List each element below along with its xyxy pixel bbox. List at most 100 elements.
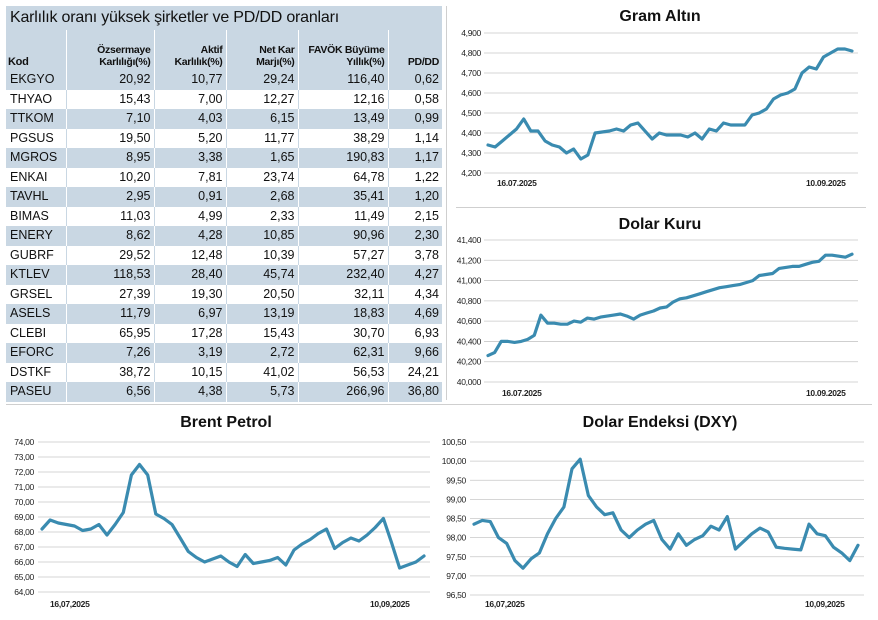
value-cell: 190,83: [297, 148, 388, 168]
ratio-table: Kod Özsermaye Karlılığı(%) Aktif Karlılı…: [6, 30, 442, 402]
value-cell: 64,78: [297, 167, 388, 187]
ticker-cell: THYAO: [6, 89, 66, 109]
chart-title-usd: Dolar Kuru: [618, 216, 702, 233]
value-cell: 3,38: [153, 148, 226, 168]
value-cell: 13,49: [297, 109, 388, 129]
y-tick-label: 97,50: [446, 552, 466, 562]
y-tick-label: 4,200: [461, 168, 481, 178]
value-cell: 0,91: [153, 187, 226, 207]
value-cell: 32,11: [297, 284, 388, 304]
y-tick-label: 40,600: [457, 316, 482, 326]
value-cell: 15,43: [65, 89, 154, 109]
y-tick-label: 69,00: [14, 512, 34, 522]
value-cell: 1,17: [387, 148, 442, 168]
y-tick-label: 98,50: [446, 514, 466, 524]
y-tick-label: 40,200: [457, 357, 482, 367]
value-cell: 11,77: [225, 128, 298, 148]
header-cell: FAVÖK Büyüme Yıllık(%): [297, 30, 388, 70]
value-cell: 17,28: [153, 323, 226, 343]
vertical-divider: [446, 6, 447, 400]
x-tick-label: 16,07,2025: [485, 599, 525, 609]
y-tick-label: 4,300: [461, 148, 481, 158]
y-tick-label: 64,00: [14, 587, 34, 597]
ticker-cell: GUBRF: [6, 245, 66, 265]
y-tick-label: 41,000: [457, 276, 482, 286]
ticker-cell: ENERY: [6, 226, 66, 246]
table-row: GUBRF 29,52 12,48 10,39 57,27 3,78: [6, 245, 442, 265]
y-tick-label: 41,400: [457, 235, 482, 245]
value-cell: 7,00: [153, 89, 226, 109]
value-cell: 232,40: [297, 265, 388, 285]
table-row: EFORC 7,26 3,19 2,72 62,31 9,66: [6, 343, 442, 363]
y-tick-label: 74,00: [14, 437, 34, 447]
header-cell: Net Kar Marjı(%): [225, 30, 298, 70]
y-tick-label: 97,00: [446, 571, 466, 581]
table-row: MGROS 8,95 3,38 1,65 190,83 1,17: [6, 148, 442, 168]
value-cell: 12,48: [153, 245, 226, 265]
value-cell: 10,15: [153, 362, 226, 382]
value-cell: 36,80: [387, 382, 442, 402]
value-cell: 6,56: [65, 382, 154, 402]
value-cell: 8,95: [65, 148, 154, 168]
y-tick-label: 4,400: [461, 128, 481, 138]
value-cell: 2,30: [387, 226, 442, 246]
value-cell: 1,20: [387, 187, 442, 207]
table-row: CLEBI 65,95 17,28 15,43 30,70 6,93: [6, 323, 442, 343]
y-tick-label: 4,600: [461, 88, 481, 98]
value-cell: 35,41: [297, 187, 388, 207]
value-cell: 5,73: [225, 382, 298, 402]
table-row: BIMAS 11,03 4,99 2,33 11,49 2,15: [6, 206, 442, 226]
value-cell: 10,39: [225, 245, 298, 265]
header-cell: PD/DD: [387, 30, 442, 70]
value-cell: 0,62: [387, 70, 442, 90]
value-cell: 6,93: [387, 323, 442, 343]
value-cell: 116,40: [297, 70, 388, 90]
ticker-cell: KTLEV: [6, 265, 66, 285]
table-row: TTKOM 7,10 4,03 6,15 13,49 0,99: [6, 109, 442, 129]
series-line-dxy: [472, 457, 860, 570]
y-tick-label: 4,900: [461, 28, 481, 38]
value-cell: 27,39: [65, 284, 154, 304]
x-tick-label: 10.09.2025: [806, 388, 846, 398]
table-row: ENERY 8,62 4,28 10,85 90,96 2,30: [6, 226, 442, 246]
value-cell: 23,74: [225, 167, 298, 187]
table-header-row: Kod Özsermaye Karlılığı(%) Aktif Karlılı…: [6, 30, 442, 70]
value-cell: 12,27: [225, 89, 298, 109]
ticker-cell: TAVHL: [6, 187, 66, 207]
table-row: EKGYO 20,92 10,77 29,24 116,40 0,62: [6, 70, 442, 90]
ratio-table-panel: Karlılık oranı yüksek şirketler ve PD/DD…: [6, 6, 442, 402]
y-tick-label: 40,000: [457, 377, 482, 387]
value-cell: 62,31: [297, 343, 388, 363]
y-tick-label: 72,00: [14, 467, 34, 477]
ticker-cell: EKGYO: [6, 70, 66, 90]
value-cell: 19,30: [153, 284, 226, 304]
value-cell: 28,40: [153, 265, 226, 285]
value-cell: 10,77: [153, 70, 226, 90]
x-tick-label: 10,09,2025: [370, 599, 410, 609]
ticker-cell: MGROS: [6, 148, 66, 168]
value-cell: 10,20: [65, 167, 154, 187]
series-line-gold: [486, 47, 854, 161]
table-row: GRSEL 27,39 19,30 20,50 32,11 4,34: [6, 284, 442, 304]
series-line-brent: [40, 462, 426, 570]
chart-title-gold: Gram Altın: [619, 8, 701, 25]
table-row: PASEU 6,56 4,38 5,73 266,96 36,80: [6, 382, 442, 402]
value-cell: 7,26: [65, 343, 154, 363]
value-cell: 29,52: [65, 245, 154, 265]
value-cell: 3,19: [153, 343, 226, 363]
y-tick-label: 100,00: [442, 456, 467, 466]
value-cell: 2,68: [225, 187, 298, 207]
y-tick-label: 65,00: [14, 572, 34, 582]
value-cell: 15,43: [225, 323, 298, 343]
ticker-cell: PASEU: [6, 382, 66, 402]
value-cell: 38,72: [65, 362, 154, 382]
chart-title-brent: Brent Petrol: [180, 414, 272, 431]
ticker-cell: EFORC: [6, 343, 66, 363]
value-cell: 13,19: [225, 304, 298, 324]
value-cell: 266,96: [297, 382, 388, 402]
y-tick-label: 40,800: [457, 296, 482, 306]
table-row: DSTKF 38,72 10,15 41,02 56,53 24,21: [6, 362, 442, 382]
table-row: PGSUS 19,50 5,20 11,77 38,29 1,14: [6, 128, 442, 148]
value-cell: 1,14: [387, 128, 442, 148]
